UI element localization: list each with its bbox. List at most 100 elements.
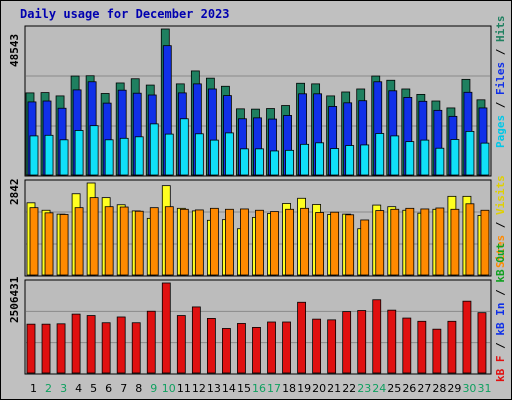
bar-kbf xyxy=(86,315,96,374)
day-label: 16 xyxy=(252,382,266,395)
day-label: 24 xyxy=(372,382,386,395)
bar-sites xyxy=(255,209,264,276)
bar-sites xyxy=(179,208,189,276)
day-label: 22 xyxy=(342,382,356,395)
bar-pages xyxy=(330,148,340,176)
bar-pages xyxy=(255,148,264,176)
bar-kbf xyxy=(161,282,171,374)
bar-kbf xyxy=(342,311,352,374)
bot-legend: kB F / kB In / kB Out xyxy=(494,243,507,382)
bar-sites xyxy=(209,207,219,276)
bar-pages xyxy=(420,139,430,176)
bar-pages xyxy=(375,133,385,176)
bar-pages xyxy=(74,130,84,176)
bar-pages xyxy=(225,132,234,176)
bar-pages xyxy=(315,142,325,176)
bar-kbf xyxy=(327,319,337,374)
day-label: 27 xyxy=(417,382,431,395)
bar-sites xyxy=(345,214,355,276)
bar-kbf xyxy=(282,321,291,374)
day-label: 2 xyxy=(45,382,52,395)
day-label: 11 xyxy=(177,382,191,395)
bar-pages xyxy=(300,143,309,176)
bar-sites xyxy=(330,211,340,276)
bar-kbf xyxy=(447,320,457,374)
day-label: 25 xyxy=(387,382,401,395)
bar-pages xyxy=(345,145,355,176)
day-label: 6 xyxy=(105,382,112,395)
chart-title: Daily usage for December 2023 xyxy=(20,7,230,21)
bar-pages xyxy=(209,139,219,176)
mid-legend: Sites / Visits xyxy=(494,175,507,268)
bar-pages xyxy=(44,134,54,176)
bar-kbf xyxy=(101,322,111,374)
day-label: 31 xyxy=(477,382,491,395)
bar-sites xyxy=(420,208,430,276)
bar-pages xyxy=(59,139,69,176)
bar-pages xyxy=(194,133,204,176)
bar-kbf xyxy=(116,316,126,374)
bar-kbf xyxy=(432,328,442,374)
day-label: 17 xyxy=(267,382,281,395)
bar-kbf xyxy=(267,321,276,374)
bar-pages xyxy=(450,139,460,176)
mid-y-max-label: 2842 xyxy=(8,179,21,206)
bar-pages xyxy=(285,149,294,176)
bar-kbf xyxy=(146,310,156,374)
bar-kbf xyxy=(372,299,382,374)
bar-sites xyxy=(270,211,279,276)
bar-sites xyxy=(89,197,99,276)
legend-files: Files xyxy=(494,62,507,95)
bar-sites xyxy=(59,214,69,276)
bar-kbf xyxy=(417,320,427,374)
bar-sites xyxy=(44,212,54,276)
day-label: 26 xyxy=(402,382,416,395)
bar-kbf xyxy=(252,326,261,374)
legend-visits: Visits xyxy=(494,175,507,215)
day-label: 7 xyxy=(120,382,127,395)
day-label: 14 xyxy=(222,382,236,395)
day-label: 5 xyxy=(90,382,97,395)
legend-sep: / xyxy=(494,215,507,235)
bar-pages xyxy=(134,136,144,176)
bar-pages xyxy=(240,148,249,176)
day-label: 21 xyxy=(327,382,341,395)
bar-kbf xyxy=(297,301,306,374)
day-label: 1 xyxy=(30,382,37,395)
bar-sites xyxy=(164,206,174,276)
legend-kbin: kB In xyxy=(494,303,507,336)
bar-pages xyxy=(149,123,159,176)
day-label: 18 xyxy=(282,382,296,395)
bar-sites xyxy=(465,203,475,276)
bar-kbf xyxy=(206,318,216,374)
bar-kbf xyxy=(26,323,36,374)
day-label: 19 xyxy=(297,382,311,395)
bar-sites xyxy=(104,206,114,276)
bar-kbf xyxy=(71,313,81,374)
legend-kbf: kB F xyxy=(494,356,507,383)
legend-sep: / xyxy=(494,336,507,356)
bar-pages xyxy=(29,135,39,176)
bar-sites xyxy=(240,208,249,276)
bar-sites xyxy=(375,210,385,276)
bar-kbf xyxy=(387,309,397,374)
bar-sites xyxy=(390,208,400,276)
day-label: 20 xyxy=(312,382,326,395)
bar-pages xyxy=(405,141,415,176)
legend-kbout: kB Out xyxy=(494,243,507,283)
bar-pages xyxy=(164,133,174,176)
bar-sites xyxy=(134,210,144,276)
bar-kbf xyxy=(477,312,487,374)
bar-sites xyxy=(300,207,309,276)
bar-pages xyxy=(480,142,490,176)
top-y-max-label: 48543 xyxy=(8,34,21,67)
bar-pages xyxy=(435,147,445,176)
day-label: 23 xyxy=(357,382,371,395)
bar-kbf xyxy=(312,318,322,374)
bar-pages xyxy=(104,139,114,176)
bar-sites xyxy=(225,208,234,276)
day-label: 12 xyxy=(192,382,206,395)
bar-sites xyxy=(450,208,460,276)
bar-pages xyxy=(89,125,99,176)
